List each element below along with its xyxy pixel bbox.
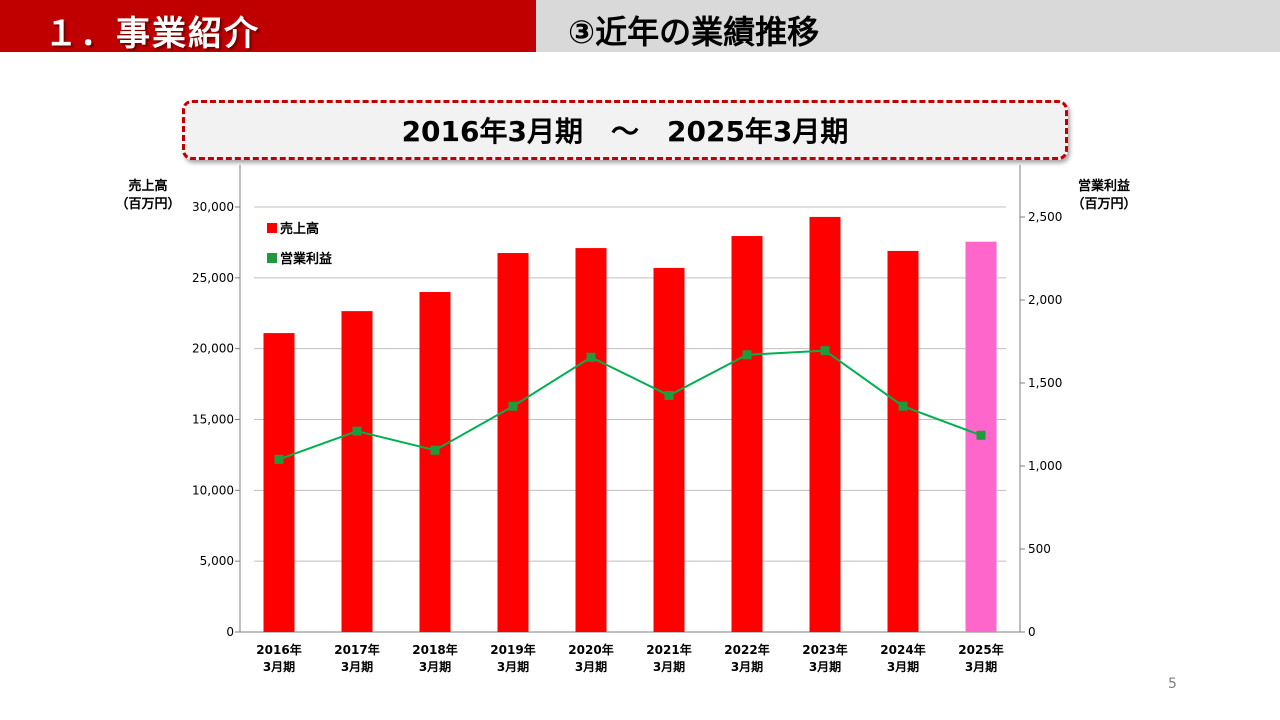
right-axis-title: 営業利益 （百万円） [1064,178,1144,214]
point-operating-profit [352,426,362,436]
right-tick-label: 0 [1028,625,1036,639]
right-tick-label: 2,000 [1028,293,1062,307]
left-tick-label: 0 [226,625,234,639]
x-tick-label-period: 3月期 [575,659,607,674]
left-tick-label: 5,000 [200,554,234,568]
right-tick-label: 1,000 [1028,459,1062,473]
point-operating-profit [742,350,752,360]
left-tick-label: 25,000 [192,271,234,285]
point-operating-profit [508,401,518,411]
x-tick-label-period: 3月期 [263,659,295,674]
bar-sales [731,236,763,632]
point-operating-profit [274,454,284,464]
x-tick-label-year: 2025年 [958,642,1003,657]
period-banner: 2016年3月期 ～ 2025年3月期 [182,100,1068,160]
bar-sales [263,333,295,632]
left-axis-title-line1: 売上高 [128,179,168,194]
point-operating-profit [430,445,440,455]
x-tick-label-period: 3月期 [653,659,685,674]
point-operating-profit [664,390,674,400]
right-axis-title-line1: 営業利益 [1077,179,1130,194]
page-number: 5 [1168,676,1177,692]
x-tick-label-year: 2020年 [568,642,613,657]
x-tick-label-period: 3月期 [497,659,529,674]
x-tick-label-period: 3月期 [809,659,841,674]
x-tick-label-period: 3月期 [965,659,997,674]
x-tick-label-year: 2016年 [256,642,301,657]
subtitle-header: ③近年の業績推移 [536,0,1280,52]
bar-sales [341,311,373,632]
x-tick-label-year: 2017年 [334,642,379,657]
left-tick-label: 20,000 [192,342,234,356]
legend-label: 営業利益 [280,251,332,267]
x-tick-label-year: 2019年 [490,642,535,657]
x-tick-label-year: 2024年 [880,642,925,657]
x-tick-label-period: 3月期 [341,659,373,674]
bar-sales [575,248,607,633]
left-tick-label: 15,000 [192,413,234,427]
right-tick-label: 2,500 [1028,210,1062,224]
section-header: １．事業紹介 [0,0,536,54]
bar-sales [809,216,841,632]
bar-sales [653,267,685,632]
right-axis-title-line2: （百万円） [1071,197,1137,212]
right-tick-label: 500 [1028,542,1051,556]
section-title: １．事業紹介 [44,14,260,54]
point-operating-profit [586,352,596,362]
period-text: 2016年3月期 ～ 2025年3月期 [401,115,849,148]
x-tick-label-year: 2023年 [802,642,847,657]
left-tick-label: 30,000 [192,200,234,214]
x-tick-label-year: 2021年 [646,642,691,657]
right-tick-label: 1,500 [1028,376,1062,390]
legend-label: 売上高 [280,221,319,237]
left-axis-title-line2: （百万円） [115,197,181,212]
point-operating-profit [820,346,830,356]
x-tick-label-period: 3月期 [731,659,763,674]
x-tick-label-period: 3月期 [419,659,451,674]
x-tick-label-year: 2022年 [724,642,769,657]
line-operating-profit [278,349,982,461]
point-operating-profit [976,430,986,440]
subtitle: ③近年の業績推移 [568,13,820,51]
bar-sales [419,292,451,632]
x-tick-label-period: 3月期 [887,659,919,674]
point-operating-profit [898,401,908,411]
bar-sales [497,253,529,632]
left-tick-label: 10,000 [192,483,234,497]
x-tick-label-year: 2018年 [412,642,457,657]
legend-swatch [267,223,277,233]
left-axis-title: 売上高 （百万円） [108,178,188,214]
bar-sales [887,250,919,632]
legend-swatch [267,253,277,263]
